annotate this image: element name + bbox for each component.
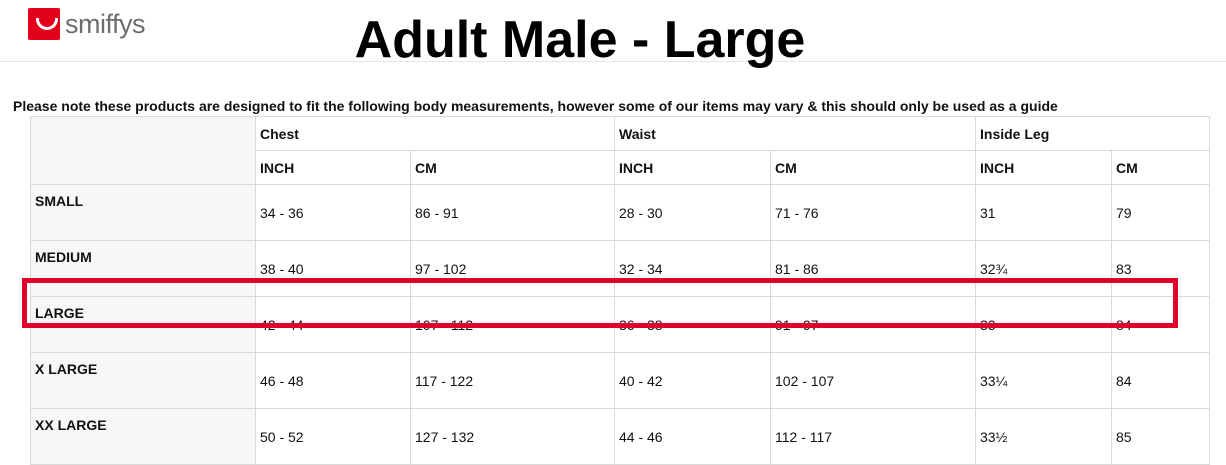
unit-header: CM bbox=[1111, 150, 1211, 185]
logo-text: smiffys bbox=[65, 8, 146, 39]
table-row: MEDIUM 38 - 40 97 - 102 32 - 34 81 - 86 32¾ 83 bbox=[30, 240, 1211, 297]
header-divider bbox=[0, 61, 1226, 62]
table-cell: 81 - 86 bbox=[769, 240, 977, 297]
table-cell: 71 - 76 bbox=[769, 184, 977, 241]
table-cell: 107 - 112 bbox=[410, 296, 615, 353]
unit-header: CM bbox=[769, 150, 977, 185]
size-label: MEDIUM bbox=[30, 240, 256, 297]
table-cell: 32 - 34 bbox=[614, 240, 771, 297]
table-cell: 32¾ bbox=[975, 240, 1113, 297]
unit-header: INCH bbox=[975, 150, 1113, 185]
table-cell: 86 - 91 bbox=[410, 184, 615, 241]
table-cell: 31 bbox=[975, 184, 1113, 241]
unit-header: CM bbox=[410, 150, 615, 185]
table-cell: 46 - 48 bbox=[255, 352, 411, 409]
group-header: Chest bbox=[255, 116, 615, 151]
table-cell: 36 - 38 bbox=[614, 296, 771, 353]
smiffys-logo: smiffys bbox=[28, 8, 146, 40]
table-cell: 117 - 122 bbox=[410, 352, 615, 409]
table-row: X LARGE 46 - 48 117 - 122 40 - 42 102 - 107 3… bbox=[30, 352, 1211, 409]
size-guide-note: Please note these products are designed … bbox=[13, 98, 1058, 114]
table-cell: 83 bbox=[1111, 240, 1211, 297]
size-label: LARGE bbox=[30, 296, 256, 353]
table-cell: 42 - 44 bbox=[255, 296, 411, 353]
page-title: Adult Male - Large bbox=[354, 11, 806, 69]
table-cell: 84 bbox=[1111, 352, 1211, 409]
table-cell: 79 bbox=[1111, 184, 1211, 241]
table-cell: 33 bbox=[975, 296, 1113, 353]
size-label: X LARGE bbox=[30, 352, 256, 409]
table-cell: 40 - 42 bbox=[614, 352, 771, 409]
group-header-row: Chest Waist Inside Leg bbox=[30, 116, 1211, 185]
table-cell: 91 - 97 bbox=[769, 296, 977, 353]
smile-icon bbox=[28, 8, 60, 40]
table-row: SMALL 34 - 36 86 - 91 28 - 30 71 - 76 31 79 bbox=[30, 184, 1211, 241]
table-cell: 102 - 107 bbox=[769, 352, 977, 409]
unit-header: INCH bbox=[255, 150, 411, 185]
table-cell: 97 - 102 bbox=[410, 240, 615, 297]
table-row: LARGE 42 - 44 107 - 112 36 - 38 91 - 97 33 84 bbox=[30, 296, 1211, 353]
size-label: SMALL bbox=[30, 184, 256, 241]
unit-header: INCH bbox=[614, 150, 771, 185]
table-cell: 28 - 30 bbox=[614, 184, 771, 241]
table-cell: 84 bbox=[1111, 296, 1211, 353]
corner-cell bbox=[30, 116, 256, 185]
table-cell: 34 - 36 bbox=[255, 184, 411, 241]
unit-header-row: INCH CM INCH CM INCH CM bbox=[31, 150, 1211, 185]
table-cell: 33¼ bbox=[975, 352, 1113, 409]
group-header: Inside Leg bbox=[975, 116, 1211, 151]
size-chart-table: Chest Waist Inside Leg INCH CM INCH CM INCH C… bbox=[30, 116, 1211, 465]
table-cell: 38 - 40 bbox=[255, 240, 411, 297]
group-header: Waist bbox=[613, 116, 977, 151]
